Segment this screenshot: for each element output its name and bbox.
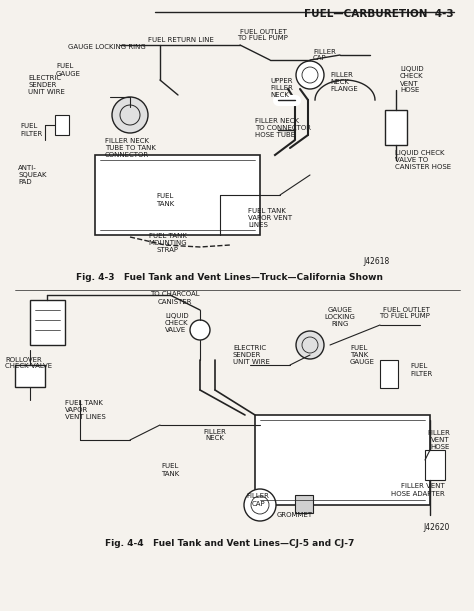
Text: Fig. 4-4   Fuel Tank and Vent Lines—CJ-5 and CJ-7: Fig. 4-4 Fuel Tank and Vent Lines—CJ-5 a… (105, 538, 355, 547)
Text: FUEL TANK
MOUNTING
STRAP: FUEL TANK MOUNTING STRAP (149, 233, 187, 253)
Circle shape (112, 97, 148, 133)
Bar (385, 110, 407, 145)
Text: FILLER NECK
TO CONNECTOR
HOSE TUBE: FILLER NECK TO CONNECTOR HOSE TUBE (255, 118, 311, 138)
Text: FUEL TANK
VAPOR
VENT LINES: FUEL TANK VAPOR VENT LINES (65, 400, 106, 420)
Text: FUEL TANK
VAPOR VENT
LINES: FUEL TANK VAPOR VENT LINES (248, 208, 292, 228)
Text: FUEL
TANK: FUEL TANK (156, 194, 174, 207)
Circle shape (296, 331, 324, 359)
Text: FUEL OUTLET
TO FUEL PUMP: FUEL OUTLET TO FUEL PUMP (237, 29, 289, 42)
Text: FUEL RETURN LINE: FUEL RETURN LINE (148, 37, 214, 43)
Text: FUEL OUTLET
TO FUEL PUMP: FUEL OUTLET TO FUEL PUMP (379, 307, 430, 320)
Text: FILLER
NECK
FLANGE: FILLER NECK FLANGE (330, 72, 358, 92)
Text: UPPER
FILLER
NECK: UPPER FILLER NECK (270, 78, 293, 98)
Polygon shape (95, 155, 260, 235)
Text: FUEL
FILTER: FUEL FILTER (410, 364, 432, 376)
Text: LIQUID
CHECK
VALVE: LIQUID CHECK VALVE (165, 313, 189, 333)
Text: FILLER
VENT
HOSE: FILLER VENT HOSE (427, 430, 450, 450)
Text: FILLER
NECK: FILLER NECK (203, 428, 227, 442)
Bar (30, 300, 65, 345)
Text: GAUGE LOCKING RING: GAUGE LOCKING RING (68, 44, 146, 50)
Text: FUEL
TANK
GAUGE: FUEL TANK GAUGE (350, 345, 375, 365)
Text: LIQUID CHECK
VALVE TO
CANISTER HOSE: LIQUID CHECK VALVE TO CANISTER HOSE (395, 150, 451, 170)
Bar (55, 115, 69, 135)
Polygon shape (255, 415, 430, 505)
Circle shape (296, 61, 324, 89)
Bar (295, 495, 313, 513)
Text: FUEL
FILTER: FUEL FILTER (20, 123, 42, 136)
Text: ANTI-
SQUEAK
PAD: ANTI- SQUEAK PAD (18, 165, 46, 185)
Circle shape (190, 320, 210, 340)
Text: J42620: J42620 (424, 522, 450, 532)
Circle shape (244, 489, 276, 521)
Text: FILLER
CAP: FILLER CAP (246, 494, 269, 507)
Text: FUEL—CARBURETION  4-3: FUEL—CARBURETION 4-3 (304, 9, 454, 19)
Text: TO CHARCOAL
CANISTER: TO CHARCOAL CANISTER (150, 291, 200, 304)
Text: FILLER
CAP: FILLER CAP (313, 48, 336, 62)
Text: FILLER VENT
HOSE ADAPTER: FILLER VENT HOSE ADAPTER (391, 483, 445, 497)
Text: FUEL
GAUGE: FUEL GAUGE (56, 64, 81, 76)
Text: ELECTRIC
SENDER
UNIT WIRE: ELECTRIC SENDER UNIT WIRE (233, 345, 270, 365)
Text: ROLLOVER
CHECK VALVE: ROLLOVER CHECK VALVE (5, 356, 52, 370)
Text: J42618: J42618 (364, 257, 390, 266)
Bar (15, 365, 45, 387)
Bar (380, 360, 398, 388)
Text: FUEL
TANK: FUEL TANK (161, 464, 179, 477)
Bar (425, 450, 445, 480)
Text: FILLER NECK
TUBE TO TANK
CONNECTOR: FILLER NECK TUBE TO TANK CONNECTOR (105, 138, 156, 158)
Text: GROMMET: GROMMET (277, 512, 313, 518)
Text: Fig. 4-3   Fuel Tank and Vent Lines—Truck—California Shown: Fig. 4-3 Fuel Tank and Vent Lines—Truck—… (76, 274, 383, 282)
Text: GAUGE
LOCKING
RING: GAUGE LOCKING RING (325, 307, 356, 327)
Text: ELECTRIC
SENDER
UNIT WIRE: ELECTRIC SENDER UNIT WIRE (28, 75, 65, 95)
Text: LIQUID
CHECK
VENT
HOSE: LIQUID CHECK VENT HOSE (400, 67, 424, 93)
